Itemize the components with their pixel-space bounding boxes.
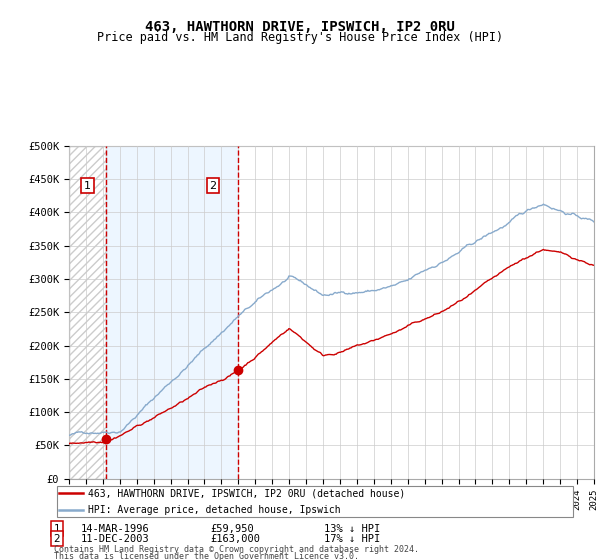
Text: £59,950: £59,950	[210, 524, 254, 534]
Text: 14-MAR-1996: 14-MAR-1996	[81, 524, 150, 534]
Text: Contains HM Land Registry data © Crown copyright and database right 2024.: Contains HM Land Registry data © Crown c…	[54, 545, 419, 554]
FancyBboxPatch shape	[56, 486, 574, 517]
Text: 11-DEC-2003: 11-DEC-2003	[81, 534, 150, 544]
Bar	[106, 146, 238, 479]
Text: 2: 2	[209, 180, 217, 190]
Text: 17% ↓ HPI: 17% ↓ HPI	[324, 534, 380, 544]
Text: 1: 1	[53, 524, 61, 534]
Bar	[69, 146, 106, 479]
Text: £163,000: £163,000	[210, 534, 260, 544]
Text: This data is licensed under the Open Government Licence v3.0.: This data is licensed under the Open Gov…	[54, 552, 359, 560]
Text: HPI: Average price, detached house, Ipswich: HPI: Average price, detached house, Ipsw…	[88, 505, 341, 515]
Text: 1: 1	[84, 180, 91, 190]
Text: 463, HAWTHORN DRIVE, IPSWICH, IP2 0RU: 463, HAWTHORN DRIVE, IPSWICH, IP2 0RU	[145, 20, 455, 34]
Text: 463, HAWTHORN DRIVE, IPSWICH, IP2 0RU (detached house): 463, HAWTHORN DRIVE, IPSWICH, IP2 0RU (d…	[88, 488, 405, 498]
Text: 2: 2	[53, 534, 61, 544]
Text: Price paid vs. HM Land Registry's House Price Index (HPI): Price paid vs. HM Land Registry's House …	[97, 31, 503, 44]
Text: 13% ↓ HPI: 13% ↓ HPI	[324, 524, 380, 534]
